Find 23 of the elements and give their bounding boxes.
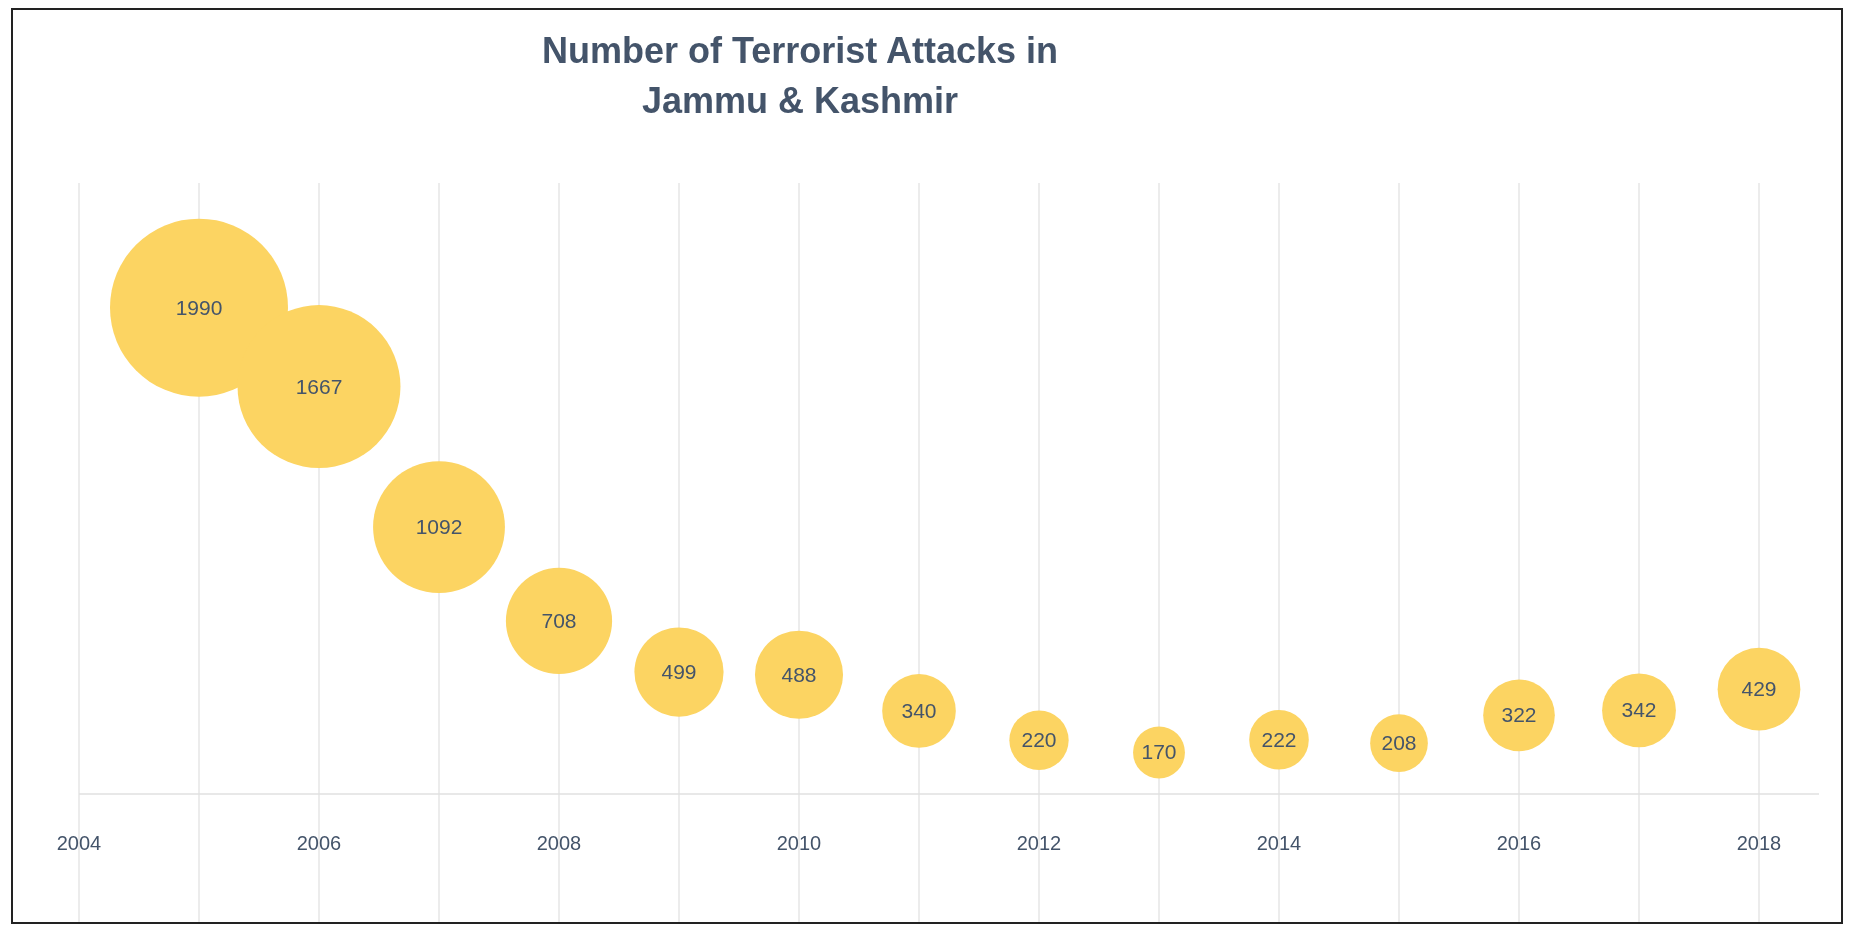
x-tick-label: 2010 bbox=[776, 832, 822, 854]
x-tick-label: 2014 bbox=[1256, 832, 1302, 854]
data-label: 1990 bbox=[175, 295, 223, 319]
x-tick-label: 2016 bbox=[1496, 832, 1542, 854]
data-label: 322 bbox=[1501, 703, 1537, 727]
x-tick-label: 2004 bbox=[56, 832, 102, 854]
data-label: 222 bbox=[1261, 727, 1297, 751]
data-label: 429 bbox=[1741, 677, 1777, 701]
data-label: 208 bbox=[1381, 731, 1417, 755]
data-label: 170 bbox=[1141, 740, 1177, 764]
data-label: 488 bbox=[781, 662, 817, 686]
chart-title: Number of Terrorist Attacks in Jammu & Kashmir bbox=[541, 30, 1059, 121]
x-tick-label: 2012 bbox=[1016, 832, 1062, 854]
data-label: 499 bbox=[661, 660, 697, 684]
data-label: 708 bbox=[541, 608, 577, 632]
x-tick-label: 2018 bbox=[1736, 832, 1782, 854]
data-label: 220 bbox=[1021, 728, 1057, 752]
x-tick-label: 2008 bbox=[536, 832, 582, 854]
data-label: 342 bbox=[1621, 698, 1657, 722]
x-tick-label: 2006 bbox=[296, 832, 342, 854]
data-label: 1667 bbox=[295, 374, 343, 398]
data-label: 1092 bbox=[415, 515, 463, 539]
data-label: 340 bbox=[901, 698, 937, 722]
